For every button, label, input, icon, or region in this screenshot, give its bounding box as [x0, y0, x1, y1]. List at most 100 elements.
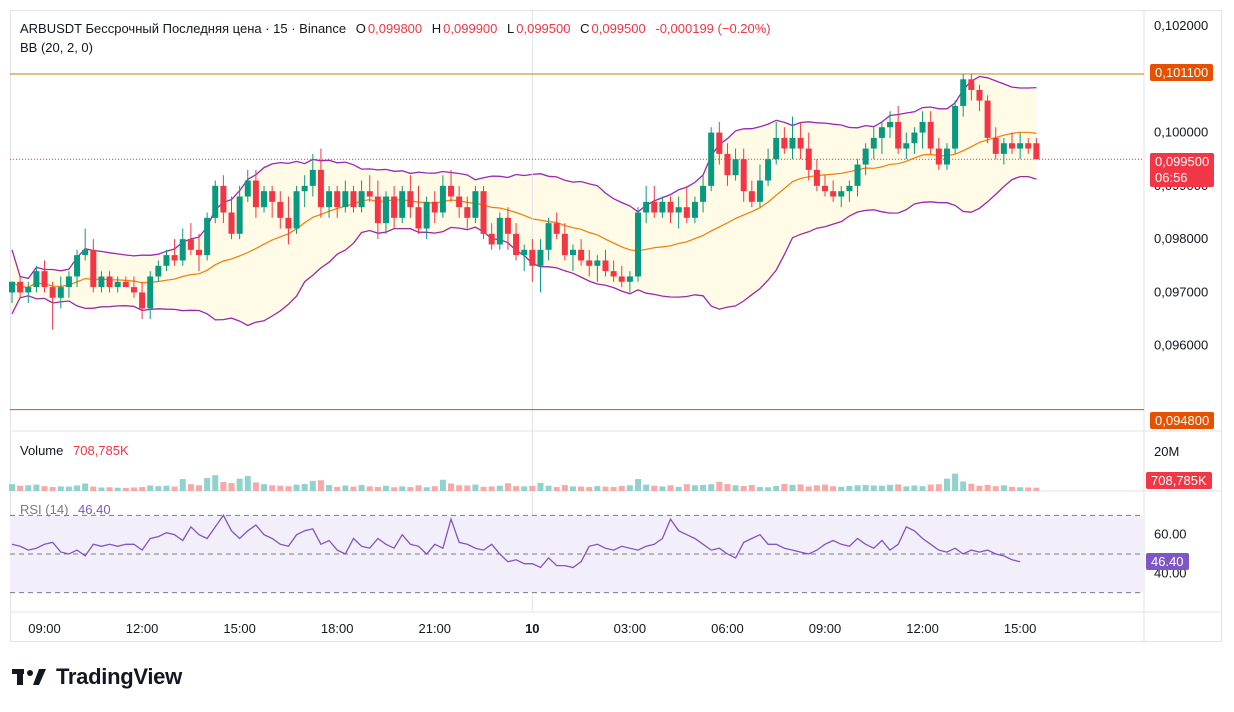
- volume-bar: [382, 485, 389, 491]
- candle-body: [797, 137, 804, 149]
- volume-bar: [659, 486, 666, 491]
- volume-bar: [643, 484, 650, 491]
- volume-bar: [667, 485, 674, 491]
- candle-body: [887, 121, 894, 128]
- candle-body: [130, 287, 137, 293]
- candle-body: [155, 265, 162, 277]
- symbol-legend[interactable]: ARBUSDT Бессрочный Последняя цена · 15 ·…: [20, 21, 773, 36]
- volume-bar: [700, 484, 707, 491]
- candle-body: [480, 191, 487, 234]
- time-tick-label: 03:00: [614, 621, 647, 636]
- candle-body: [610, 271, 617, 277]
- volume-legend[interactable]: Volume 708,785K: [20, 443, 131, 458]
- volume-bar: [504, 483, 511, 491]
- hline-top-tag: 0,101100: [1150, 64, 1214, 81]
- candle-body: [147, 276, 154, 309]
- volume-bar: [326, 485, 333, 491]
- bb-fill: [12, 76, 1037, 326]
- candle-body: [439, 185, 446, 213]
- volume-bar: [870, 485, 877, 491]
- candle-body: [569, 249, 576, 256]
- candle-body: [626, 276, 633, 282]
- volume-bar: [358, 485, 365, 491]
- volume-bar: [334, 486, 341, 491]
- candle-body: [114, 281, 121, 288]
- candle-body: [49, 287, 56, 298]
- rsi-tick-label: 60.00: [1154, 527, 1187, 542]
- volume-bar: [114, 487, 121, 491]
- volume-bar: [366, 486, 373, 491]
- candle-body: [228, 212, 235, 234]
- open-value: 0,099800: [367, 21, 423, 36]
- candle-body: [464, 207, 471, 218]
- candle-body: [236, 196, 243, 234]
- volume-bar: [269, 485, 276, 491]
- volume-bar: [399, 486, 406, 491]
- volume-bar: [25, 485, 32, 491]
- candle-body: [504, 217, 511, 234]
- hline-bottom-tag: 0,094800: [1150, 412, 1215, 429]
- volume-bar: [309, 480, 316, 491]
- candle-body: [838, 191, 845, 197]
- tradingview-brand[interactable]: TradingView: [12, 664, 182, 690]
- candle-body: [1017, 143, 1024, 149]
- candle-body: [529, 249, 536, 266]
- axis-layer: 0,1020000,1000000,0990000,0980000,097000…: [28, 18, 1208, 636]
- price-tick-label: 0,102000: [1154, 18, 1208, 33]
- candle-body: [122, 281, 129, 288]
- candle-body: [651, 201, 658, 213]
- time-tick-label: 18:00: [321, 621, 354, 636]
- bollinger-bands-layer: [11, 75, 1037, 327]
- volume-bar: [187, 484, 194, 491]
- volume-bar: [830, 486, 837, 491]
- candle-body: [952, 105, 959, 149]
- candle-body: [740, 159, 747, 192]
- candle-body: [293, 191, 300, 229]
- volume-bar: [342, 485, 349, 491]
- volume-bar: [521, 486, 528, 491]
- volume-tick-label: 20M: [1154, 444, 1179, 459]
- volume-bar: [17, 485, 24, 491]
- volume-bar: [139, 487, 146, 491]
- candle-body: [179, 239, 186, 261]
- volume-bar: [594, 486, 601, 491]
- candle-body: [74, 255, 81, 277]
- candle-body: [667, 201, 674, 213]
- candle-body: [456, 196, 463, 208]
- volume-bar: [155, 486, 162, 491]
- volume-bar: [545, 485, 552, 491]
- volume-bar: [805, 486, 812, 491]
- candle-body: [878, 127, 885, 138]
- candle-body: [765, 159, 772, 181]
- volume-bar: [122, 487, 129, 491]
- candle-body: [594, 260, 601, 266]
- chart-frame[interactable]: [10, 10, 1222, 642]
- high-label: H: [431, 21, 442, 36]
- volume-bar: [33, 484, 40, 491]
- candle-body: [984, 100, 991, 138]
- volume-bar: [472, 484, 479, 491]
- candle-body: [862, 148, 869, 165]
- volume-bar: [488, 486, 495, 491]
- volume-bar: [285, 486, 292, 491]
- candle-body: [1000, 143, 1007, 154]
- candle-body: [415, 207, 422, 229]
- volume-bar: [204, 478, 211, 491]
- volume-bar: [675, 486, 682, 491]
- candle-body: [618, 276, 625, 282]
- volume-bar: [439, 479, 446, 491]
- volume-bar: [106, 487, 113, 491]
- volume-bar: [236, 478, 243, 491]
- volume-bar: [968, 483, 975, 491]
- candle-body: [407, 191, 414, 208]
- volume-bar: [578, 486, 585, 491]
- rsi-legend[interactable]: RSI (14) 46.40: [20, 502, 113, 517]
- rsi-last-tag: 46.40: [1146, 553, 1189, 570]
- candle-body: [870, 137, 877, 149]
- low-label: L: [507, 21, 515, 36]
- volume-bar: [261, 484, 268, 491]
- time-tick-label: 15:00: [223, 621, 256, 636]
- candle-body: [448, 185, 455, 197]
- bb-legend[interactable]: BB (20, 2, 0): [20, 40, 95, 55]
